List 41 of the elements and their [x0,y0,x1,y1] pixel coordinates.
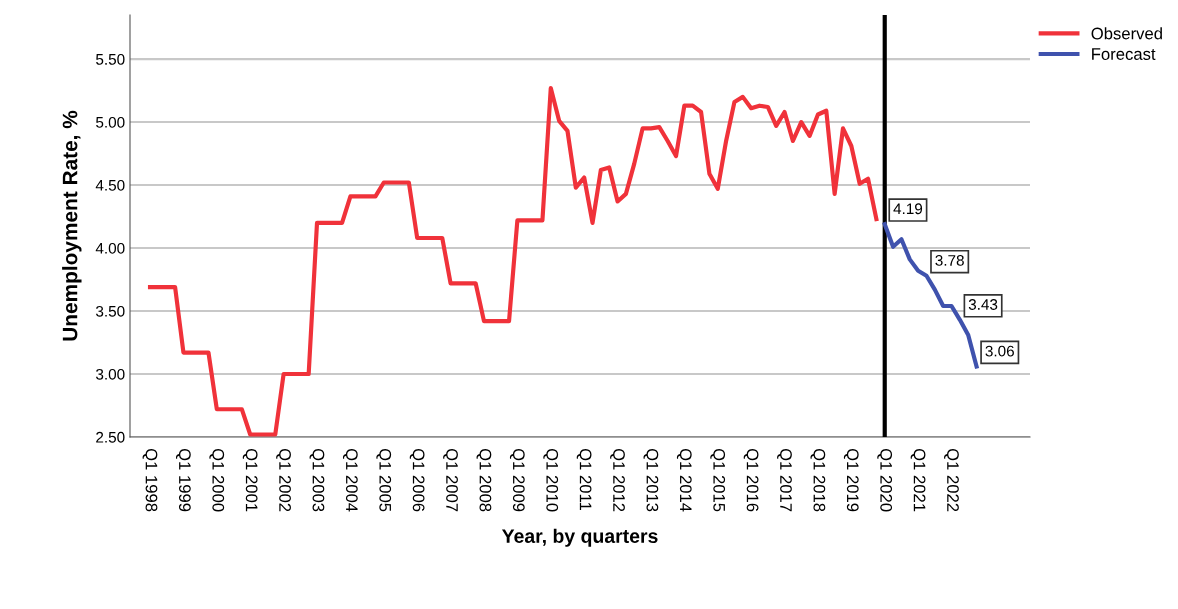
x-tick-label: Q1 2003 [309,448,325,512]
x-tick-label: Q1 2008 [476,448,492,512]
x-tick-label: Q1 2018 [810,448,826,512]
x-tick-label: Q1 2012 [610,448,625,512]
x-tick-label: Q1 2004 [342,448,358,512]
data-label: 3.43 [968,299,998,310]
y-tick-label: 3.00 [95,368,125,380]
y-tick-label: 5.50 [96,53,125,65]
x-tick-label: Q1 2021 [910,448,926,512]
x-tick-label: Q1 2022 [944,448,959,512]
x-axis-title: Year, by quarters [501,528,658,547]
x-tick-label: Q1 2016 [743,448,759,512]
line-series [147,85,879,437]
legend-label: Forecast [1092,48,1156,60]
x-tick-label: Q1 2002 [276,448,291,512]
data-label: 3.06 [985,345,1014,357]
data-label: 3.78 [935,254,964,266]
x-tick-label: Q1 2015 [710,448,726,512]
x-tick-label: Q1 2011 [576,448,592,511]
x-tick-label: Q1 2014 [676,448,692,512]
data-label: 4.19 [893,203,923,215]
x-tick-label: Q1 2009 [509,448,525,512]
x-tick-label: Q1 2005 [376,448,392,512]
y-axis-title: Unemployment Rate, % [62,110,82,341]
y-tick-label: 3.50 [95,305,125,317]
x-tick-label: Q1 2019 [843,448,859,512]
x-tick-label: Q1 2020 [877,448,893,512]
y-tick-label: 4.00 [95,242,125,254]
x-tick-label: Q1 2013 [643,448,659,512]
x-tick-label: Q1 2017 [777,448,792,512]
x-tick-label: Q1 2006 [409,448,425,512]
y-tick-label: 4.50 [95,179,125,191]
x-tick-label: Q1 2010 [543,448,559,512]
x-tick-label: Q1 1999 [175,448,191,512]
x-tick-label: Q1 2001 [242,448,258,512]
x-tick-label: Q1 2007 [443,448,458,512]
x-tick-label: Q1 2000 [209,448,225,512]
x-tick-label: Q1 1998 [142,448,158,512]
y-tick-label: 2.50 [96,431,125,443]
y-tick-label: 5.00 [96,116,125,128]
legend-label: Observed [1091,27,1162,40]
